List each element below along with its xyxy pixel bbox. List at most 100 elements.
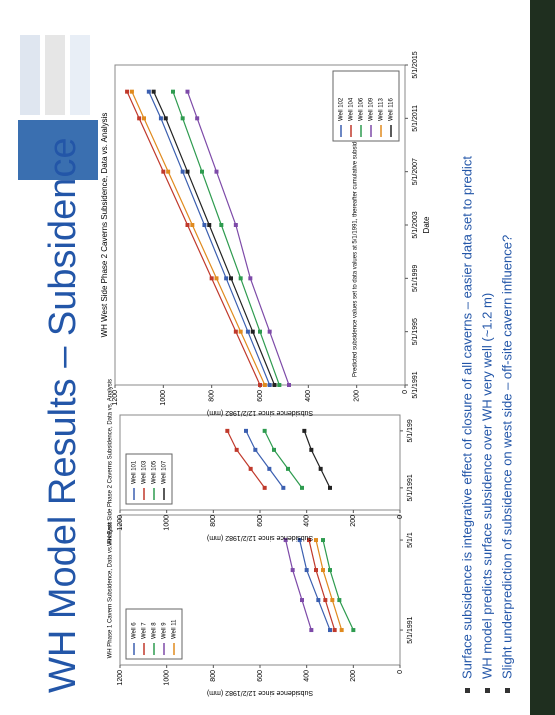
data-point [163, 116, 168, 121]
data-point [200, 169, 204, 174]
bullet-marker [465, 688, 470, 693]
data-point [321, 538, 325, 543]
y-tick-label: 1200 [117, 670, 124, 686]
data-point [207, 223, 212, 227]
data-point [253, 447, 258, 452]
logo [45, 35, 65, 115]
data-point [202, 223, 207, 227]
y-axis-label: Subsidence since 12/2/1982 (mm) [207, 409, 313, 416]
y-tick-label: 0 [397, 515, 404, 519]
chart-title: WH West Side Phase 2 Caverns Subsidence,… [100, 113, 109, 338]
legend-label: Well 104 [349, 97, 355, 121]
bullet-text: Slight underprediction of subsidence on … [499, 235, 514, 679]
data-point [214, 276, 219, 281]
x-axis-label: Date [422, 216, 431, 233]
data-point [302, 428, 307, 433]
legend-label: Well 11 [172, 619, 178, 639]
data-point [185, 89, 190, 94]
data-point [146, 89, 151, 94]
x-tick-label: 5/1/2011 [412, 105, 419, 132]
legend-label: Well 7 [142, 622, 148, 639]
data-point [245, 329, 250, 334]
data-point [328, 485, 332, 490]
data-point [304, 568, 309, 573]
series-line [285, 539, 312, 631]
data-point [330, 598, 335, 603]
y-tick-label: 800 [209, 390, 216, 402]
y-tick-label: 1000 [164, 515, 171, 531]
data-point [258, 329, 262, 334]
data-point [262, 485, 267, 490]
x-tick-label: 5/1/1991 [407, 474, 414, 501]
data-point [272, 447, 276, 452]
bullet-marker [505, 688, 510, 693]
legend-box [332, 70, 400, 142]
y-tick-label: 400 [304, 515, 311, 527]
legend-label: Well 116 [389, 98, 395, 121]
data-point [281, 485, 286, 490]
data-point [171, 89, 175, 94]
legend-label: Well 113 [379, 98, 385, 121]
legend-label: Well 9 [162, 622, 168, 639]
data-point [125, 89, 130, 94]
legend-label: Well 6 [132, 622, 138, 639]
data-point [229, 276, 233, 281]
data-point [250, 329, 255, 334]
x-tick-label: 5/1/1999 [412, 265, 419, 292]
x-tick-label: 5/1/1 [407, 532, 414, 548]
legend-label: Well 107 [162, 460, 168, 484]
series-line [264, 430, 303, 489]
legend-label: Well 106 [359, 97, 365, 121]
data-point [209, 276, 214, 281]
annotation: Predicted subsidence values set to data … [353, 84, 359, 377]
data-point [262, 383, 267, 387]
y-tick-label: 1000 [160, 390, 167, 406]
series-line [315, 539, 343, 631]
data-point [339, 628, 344, 633]
data-point [314, 568, 318, 573]
data-point [267, 383, 272, 387]
y-tick-label: 400 [305, 390, 312, 402]
data-point [238, 329, 243, 334]
legend-box [125, 453, 173, 505]
data-point [267, 466, 272, 471]
logo [70, 35, 90, 115]
data-point [262, 428, 267, 433]
data-point [321, 568, 325, 573]
data-point [297, 538, 302, 543]
data-point [277, 383, 282, 387]
data-point [283, 538, 288, 543]
data-point [225, 428, 230, 433]
legend-label: Well 109 [369, 97, 375, 121]
data-point [234, 447, 239, 452]
legend-label: Well 102 [339, 97, 345, 121]
data-point [316, 598, 321, 603]
data-point [166, 169, 171, 174]
y-tick-label: 800 [210, 515, 217, 527]
footer-bar [530, 0, 555, 715]
data-point [267, 329, 272, 334]
data-point [328, 568, 332, 573]
series-line [226, 430, 266, 489]
data-point [337, 598, 342, 603]
y-axis-label: Subsidence since 12/2/1982 (mm) [207, 534, 313, 541]
data-point [238, 276, 243, 281]
data-point [219, 223, 224, 227]
legend-label: Well 105 [152, 460, 158, 484]
data-point [180, 116, 185, 121]
data-point [328, 628, 332, 633]
series-line [322, 539, 354, 631]
data-point [185, 223, 190, 227]
data-point [323, 598, 328, 603]
y-tick-label: 1200 [112, 390, 119, 406]
data-point [180, 169, 185, 174]
legend-label: Well 8 [152, 622, 158, 639]
y-tick-label: 400 [304, 670, 311, 682]
data-point [351, 628, 356, 633]
x-tick-label: 5/1/199 [407, 419, 414, 442]
x-tick-label: 5/1/1995 [412, 318, 419, 345]
data-point [244, 428, 248, 433]
